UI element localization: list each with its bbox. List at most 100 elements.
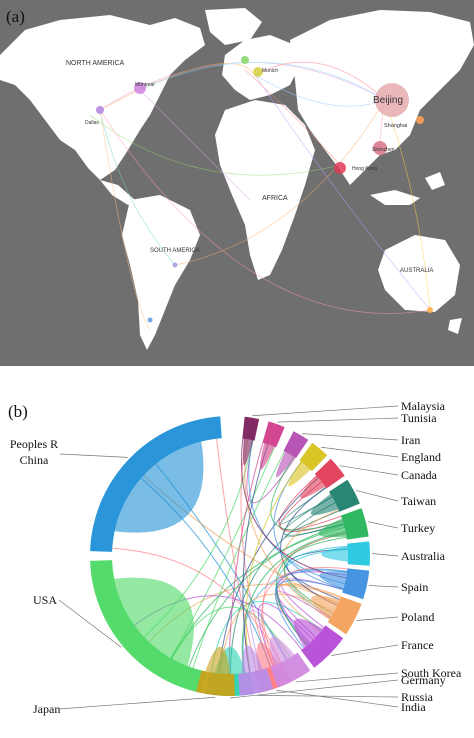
chord-link — [245, 461, 302, 673]
chord-ribbon — [321, 546, 349, 562]
chord-link — [244, 439, 330, 620]
chord-arc-russia — [238, 668, 274, 696]
label-leader-line — [58, 696, 216, 710]
chord-arc-south-korea — [270, 652, 311, 688]
chord-link — [228, 442, 264, 675]
country-label-usa: USA — [33, 593, 57, 607]
chord-ribbon — [256, 642, 279, 671]
label-leader-line — [367, 521, 399, 529]
collaboration-map-panel: NORTH AMERICA SOUTH AMERICA AFRICA AUSTR… — [0, 0, 474, 366]
city-label-munich: Munich — [262, 68, 278, 74]
label-leader-line — [339, 465, 399, 476]
label-leader-line — [295, 672, 399, 683]
label-leader-line — [59, 453, 128, 458]
chord-link — [248, 440, 345, 585]
panel-label-a: (a) — [6, 7, 25, 26]
chord-link — [240, 438, 271, 668]
country-label-germany: Germany — [401, 673, 446, 687]
chord-link — [216, 438, 257, 672]
label-leader-line — [58, 599, 122, 648]
chord-link — [279, 487, 333, 525]
chord-arc-australia — [347, 541, 370, 566]
world-map: NORTH AMERICA SOUTH AMERICA AFRICA AUSTR… — [0, 0, 474, 366]
chord-link — [261, 567, 348, 666]
label-leader-line — [321, 446, 399, 458]
chord-ribbon — [318, 518, 347, 538]
chord-arc-canada — [314, 458, 345, 489]
chord-ribbon — [319, 571, 348, 590]
city-label-hong-kong: Hong Kong — [352, 166, 377, 172]
country-label-poland: Poland — [401, 610, 434, 624]
chord-arc-malaysia — [242, 416, 260, 441]
label-leader-line — [331, 644, 399, 656]
label-leader-line — [355, 490, 399, 502]
country-label-turkey: Turkey — [401, 521, 435, 535]
chord-link — [242, 444, 269, 673]
country-label-peoples-r-china: Peoples R China — [10, 437, 58, 467]
label-leader-line — [371, 553, 399, 557]
chord-link — [220, 593, 334, 674]
chord-link — [275, 579, 344, 645]
chord-arc-france — [301, 625, 344, 668]
chord-link — [274, 568, 348, 649]
chord-ribbon — [288, 461, 311, 487]
chord-ribbon — [114, 441, 204, 533]
chord-link — [230, 502, 336, 675]
chord-ribbon — [205, 646, 231, 674]
chord-ribbon — [269, 636, 295, 666]
chord-link — [242, 569, 347, 674]
label-leader-line — [276, 689, 399, 708]
region-label: NORTH AMERICA — [66, 60, 125, 67]
city-label-shenzhen: Shenzhen — [372, 147, 395, 153]
country-label-england: England — [401, 450, 441, 464]
panel-label-b: (b) — [8, 402, 28, 421]
country-label-malaysia: Malaysia — [401, 399, 446, 413]
chord-ribbon — [293, 618, 323, 648]
chord-ribbon — [310, 494, 339, 516]
chord-arc-taiwan — [328, 479, 360, 512]
chord-arc-usa — [90, 560, 206, 693]
country-label-tunisia: Tunisia — [401, 411, 437, 425]
chord-arc-poland — [327, 596, 362, 635]
chord-ribbon — [241, 645, 264, 674]
chord-arc-japan — [196, 670, 235, 696]
chord-link — [241, 438, 347, 579]
chord-link — [262, 532, 346, 666]
country-label-canada: Canada — [401, 468, 438, 482]
country-label-spain: Spain — [401, 580, 428, 594]
city-label-shanghai: Shanghai — [384, 123, 407, 129]
chord-ribbon — [275, 451, 295, 478]
chord-link — [218, 477, 319, 674]
chord-ribbon — [300, 475, 326, 499]
country-label-iran: Iran — [401, 433, 420, 447]
chord-arc-england — [299, 442, 328, 472]
country-label-france: France — [401, 638, 434, 652]
region-label: SOUTH AMERICA — [150, 248, 200, 254]
chord-ribbon — [310, 595, 340, 620]
label-leader-line — [368, 585, 399, 588]
country-label-india: India — [401, 700, 426, 714]
label-leader-line — [302, 433, 399, 441]
label-leader-line — [356, 616, 399, 621]
chord-arc-iran — [283, 431, 309, 459]
label-leader-line — [229, 679, 399, 699]
country-label-australia: Australia — [401, 549, 446, 563]
country-label-taiwan: Taiwan — [401, 494, 436, 508]
region-label: AFRICA — [262, 195, 288, 202]
chord-arc-spain — [342, 568, 370, 600]
label-leader-line — [252, 405, 399, 417]
chord-link — [241, 531, 346, 674]
city-label-dallas: Dallas — [85, 120, 99, 126]
city-label-beijing: Beijing — [373, 95, 403, 106]
chord-diagram: Peoples R China USA Germany India Japan Russia… — [8, 399, 462, 716]
chord-arc-tunisia — [262, 421, 285, 448]
region-label: AUSTRALIA — [400, 268, 433, 274]
chord-ribbon — [114, 577, 194, 667]
label-leader-line — [277, 417, 399, 423]
country-label-south-korea: South Korea — [401, 666, 462, 680]
chord-ribbon — [259, 443, 275, 470]
country-label-japan: Japan — [33, 702, 60, 716]
chord-diagram-panel: Peoples R China USA Germany India Japan Russia… — [0, 366, 474, 733]
label-leader-line — [257, 695, 399, 698]
chord-link — [188, 524, 345, 667]
